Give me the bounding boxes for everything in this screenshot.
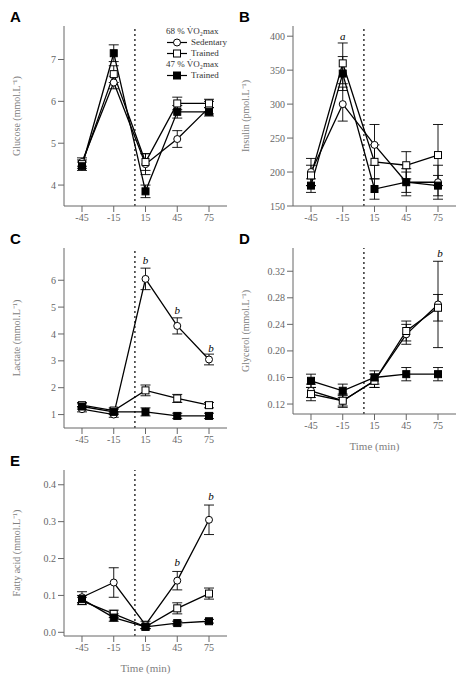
svg-text:0.32: 0.32 [268,266,286,277]
svg-text:Glycerol (mmol.L⁻¹): Glycerol (mmol.L⁻¹) [240,290,252,372]
svg-text:400: 400 [270,31,285,42]
svg-text:0.16: 0.16 [268,372,286,383]
svg-text:Insulin (pmol.L⁻¹): Insulin (pmol.L⁻¹) [240,80,252,152]
svg-text:15: 15 [370,212,380,223]
svg-text:5: 5 [51,302,56,313]
svg-text:3: 3 [51,355,56,366]
svg-text:b: b [208,490,214,502]
svg-text:75: 75 [204,212,214,223]
svg-text:45: 45 [401,420,411,431]
svg-text:15: 15 [370,420,380,431]
svg-text:0.0: 0.0 [44,627,57,638]
html-text:C: C [10,230,21,247]
svg-text:-45: -45 [304,212,317,223]
svg-text:15: 15 [141,212,151,223]
svg-text:45: 45 [172,212,182,223]
html-text:B: B [239,8,250,25]
html-text:Sedentary: Sedentary [191,37,227,47]
svg-text:0.1: 0.1 [44,590,57,601]
svg-text:-45: -45 [75,642,88,653]
svg-text:-15: -15 [336,420,349,431]
svg-text:-15: -15 [107,212,120,223]
svg-text:6: 6 [51,96,56,107]
svg-text:0.24: 0.24 [268,319,286,330]
svg-text:200: 200 [270,167,285,178]
svg-text:250: 250 [270,133,285,144]
svg-text:5: 5 [51,138,56,149]
svg-text:6: 6 [51,275,56,286]
svg-text:15: 15 [141,434,151,445]
svg-text:2: 2 [51,382,56,393]
html-text:A: A [10,8,21,25]
html-text:E: E [10,452,20,469]
svg-text:-15: -15 [107,642,120,653]
svg-text:Time (min): Time (min) [349,440,399,452]
svg-text:b: b [143,254,149,266]
svg-text:45: 45 [172,642,182,653]
svg-text:-45: -45 [75,434,88,445]
html-text:68 % V̇O₂max: 68 % V̇O₂max [166,26,219,36]
svg-text:75: 75 [433,212,443,223]
svg-text:4: 4 [51,329,56,340]
svg-text:0.2: 0.2 [44,553,57,564]
svg-text:0.28: 0.28 [268,292,286,303]
html-text:Trained: Trained [191,48,219,58]
svg-text:b: b [437,247,443,259]
svg-text:Time (min): Time (min) [120,662,170,674]
svg-text:a: a [340,30,346,42]
svg-text:b: b [175,556,181,568]
svg-text:-45: -45 [75,212,88,223]
svg-text:b: b [175,304,181,316]
svg-text:0.12: 0.12 [268,399,286,410]
svg-text:-45: -45 [304,420,317,431]
svg-text:300: 300 [270,99,285,110]
html-text:Trained: Trained [191,70,219,80]
svg-text:45: 45 [172,434,182,445]
svg-text:Lactate (mmol.L⁻¹): Lactate (mmol.L⁻¹) [11,300,23,377]
svg-text:Glucose (mmol.L⁻¹): Glucose (mmol.L⁻¹) [11,76,23,156]
svg-text:75: 75 [204,642,214,653]
svg-text:Fatty acid (mmol.L⁻¹): Fatty acid (mmol.L⁻¹) [11,510,23,597]
svg-text:75: 75 [204,434,214,445]
svg-text:1: 1 [51,409,56,420]
svg-text:7: 7 [51,54,56,65]
svg-text:-15: -15 [107,434,120,445]
svg-text:0.20: 0.20 [268,345,286,356]
svg-text:0.4: 0.4 [44,479,57,490]
svg-text:4: 4 [51,180,56,191]
html-text:D: D [239,230,250,247]
svg-text:0.3: 0.3 [44,516,57,527]
svg-text:15: 15 [141,642,151,653]
svg-text:45: 45 [401,212,411,223]
html-text:47 % V̇O₂max: 47 % V̇O₂max [166,59,219,69]
svg-text:350: 350 [270,65,285,76]
svg-text:150: 150 [270,201,285,212]
svg-text:-15: -15 [336,212,349,223]
svg-text:75: 75 [433,420,443,431]
svg-text:b: b [208,342,214,354]
